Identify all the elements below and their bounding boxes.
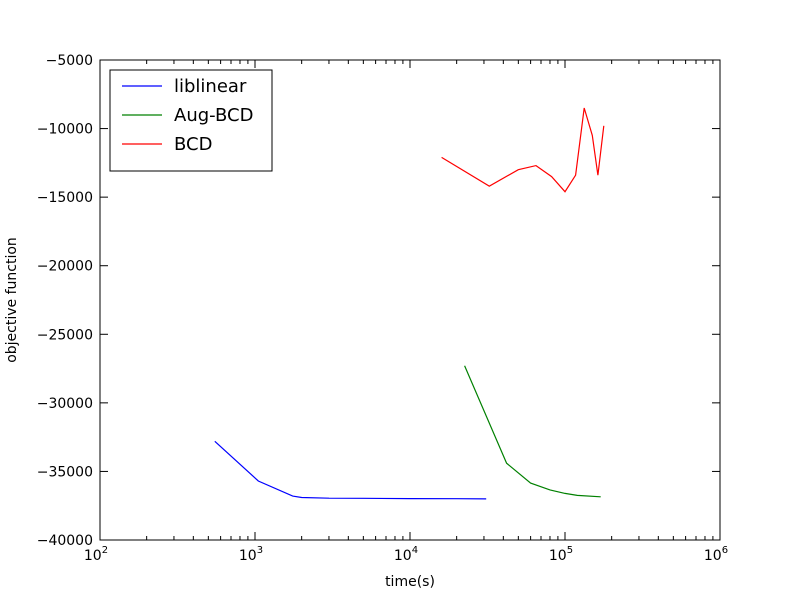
series-line-bcd xyxy=(441,107,605,193)
x-tick-label-base: 10 xyxy=(394,548,412,564)
x-tick-label-base: 10 xyxy=(549,548,567,564)
x-tick-label-base: 10 xyxy=(239,548,257,564)
y-tick-label: −20000 xyxy=(37,259,93,275)
x-tick-label: 105 xyxy=(549,545,573,564)
x-tick-label: 103 xyxy=(239,545,263,564)
y-tick-label: −35000 xyxy=(37,464,93,480)
y-tick-label: −10000 xyxy=(37,122,93,138)
x-tick-label-exponent: 2 xyxy=(102,545,108,556)
series-layer xyxy=(214,107,605,500)
y-tick-label: −40000 xyxy=(37,533,93,549)
x-tick-label-exponent: 6 xyxy=(722,545,728,556)
x-tick-label-exponent: 4 xyxy=(412,545,418,556)
x-tick-label: 106 xyxy=(704,545,728,564)
x-axis: 102 103 104 105 106 xyxy=(84,60,728,564)
y-tick-label: −15000 xyxy=(37,190,93,206)
x-tick-label: 104 xyxy=(394,545,418,564)
series-line-aug-bcd xyxy=(464,365,601,498)
x-tick-label-base: 10 xyxy=(704,548,722,564)
x-axis-label: time(s) xyxy=(385,574,435,590)
y-axis: −40000 −35000 −30000 −25000 −20000 −15000 −100… xyxy=(37,53,720,549)
y-tick-label: −5000 xyxy=(46,53,93,69)
x-tick-label-base: 10 xyxy=(84,548,102,564)
x-tick-label-exponent: 5 xyxy=(567,545,573,556)
x-tick-label: 102 xyxy=(84,545,108,564)
x-tick-label-exponent: 3 xyxy=(257,545,263,556)
y-tick-label: −25000 xyxy=(37,327,93,343)
legend-box xyxy=(109,69,273,172)
y-axis-label: objective function xyxy=(4,237,20,363)
legend: liblinear Aug-BCD BCD xyxy=(109,69,273,172)
legend-label: Aug-BCD xyxy=(174,105,253,126)
series-line-liblinear xyxy=(214,440,487,500)
legend-label: BCD xyxy=(174,134,212,155)
y-tick-label: −30000 xyxy=(37,396,93,412)
legend-label: liblinear xyxy=(174,76,247,97)
